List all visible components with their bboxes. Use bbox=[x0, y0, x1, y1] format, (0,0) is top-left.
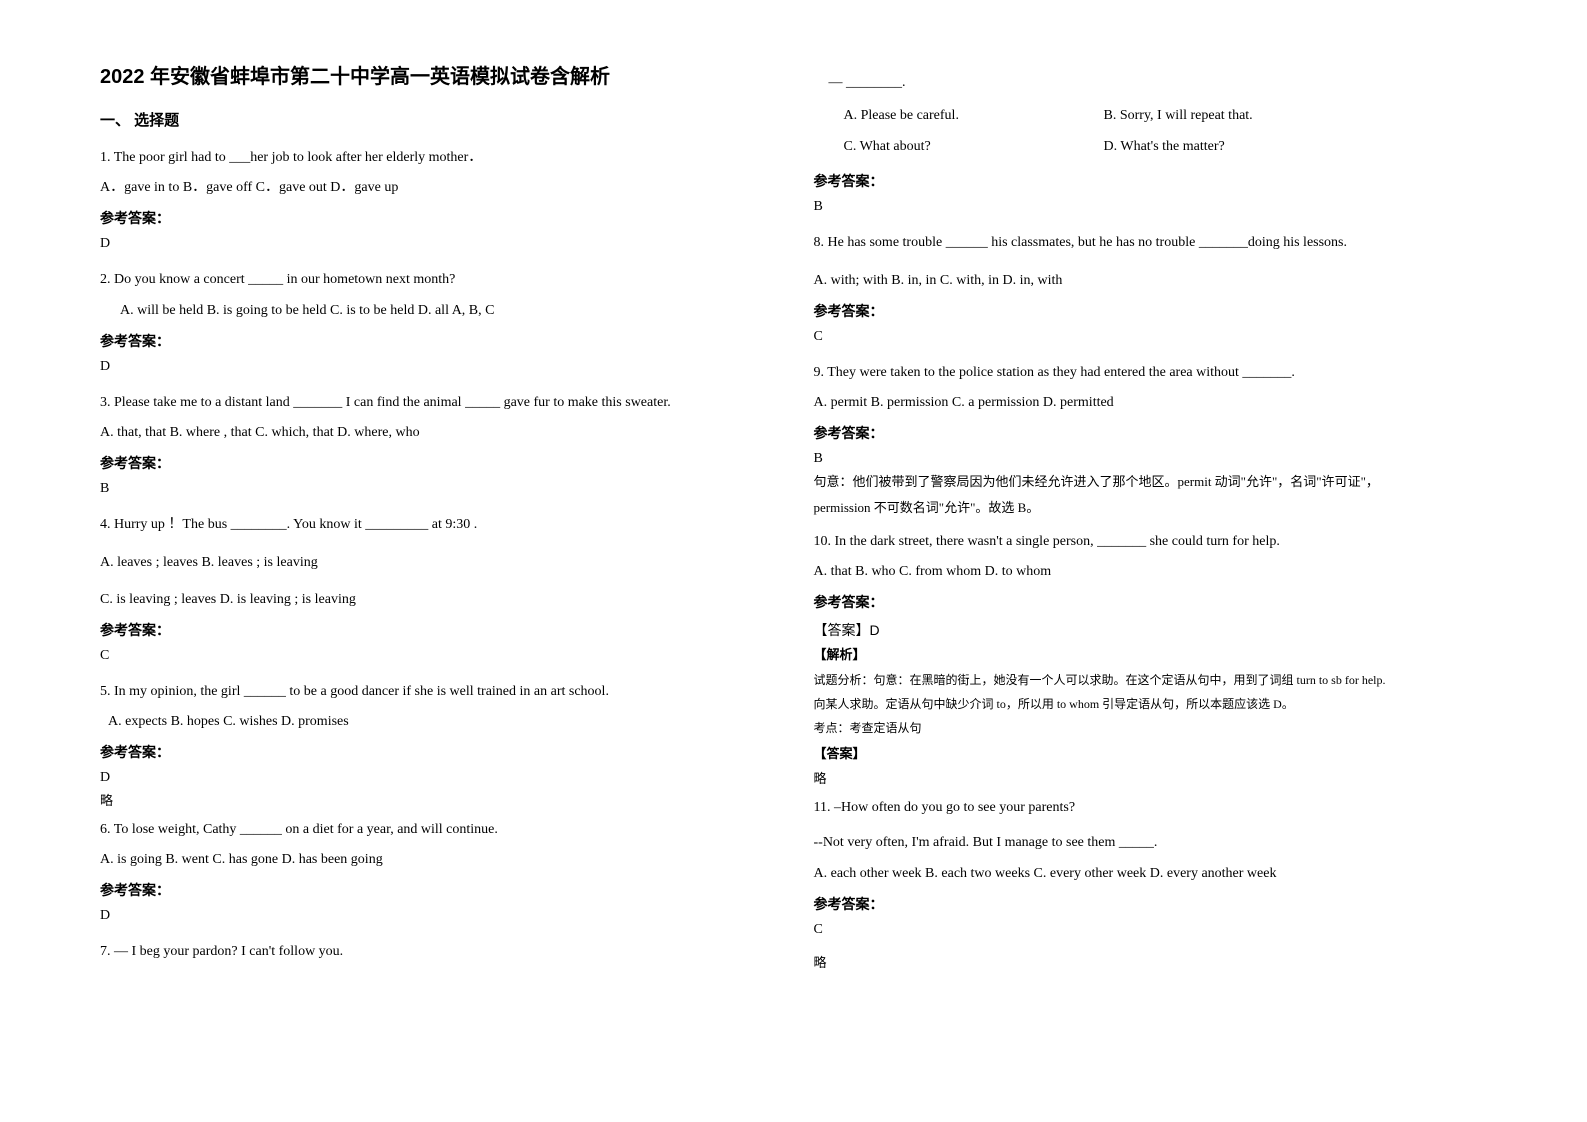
question-10-analysis-2: 向某人求助。定语从句中缺少介词 to，所以用 to whom 引导定语从句，所以… bbox=[814, 695, 1488, 714]
question-7-cont: — ________. bbox=[829, 70, 1488, 95]
question-7-option-b: B. Sorry, I will repeat that. bbox=[1104, 103, 1253, 128]
answer-label: 参考答案： bbox=[100, 453, 774, 473]
answer-label: 参考答案： bbox=[814, 592, 1488, 612]
question-2: 2. Do you know a concert _____ in our ho… bbox=[100, 267, 774, 292]
question-1-options: A．gave in to B．gave off C．gave out D．gav… bbox=[100, 175, 774, 200]
question-3-answer: B bbox=[100, 481, 774, 497]
right-column: — ________. A. Please be careful. B. Sor… bbox=[794, 60, 1508, 1082]
question-4-options-1: A. leaves ; leaves B. leaves ; is leavin… bbox=[100, 550, 774, 575]
answer-label: 参考答案： bbox=[100, 880, 774, 900]
question-7-answer: B bbox=[814, 199, 1488, 215]
question-6-options: A. is going B. went C. has gone D. has b… bbox=[100, 847, 774, 872]
question-10-analysis-3: 考点：考查定语从句 bbox=[814, 719, 1488, 738]
question-2-options: A. will be held B. is going to be held C… bbox=[120, 298, 774, 323]
question-4-options-2: C. is leaving ; leaves D. is leaving ; i… bbox=[100, 587, 774, 612]
question-3-options: A. that, that B. where , that C. which, … bbox=[100, 420, 774, 445]
question-2-answer: D bbox=[100, 359, 774, 375]
question-11-line2: --Not very often, I'm afraid. But I mana… bbox=[814, 830, 1488, 855]
question-6: 6. To lose weight, Cathy ______ on a die… bbox=[100, 817, 774, 842]
question-5-lue: 略 bbox=[100, 791, 774, 812]
question-11: 11. –How often do you go to see your par… bbox=[814, 795, 1488, 820]
answer-label: 参考答案： bbox=[100, 620, 774, 640]
question-10-analysis-1: 试题分析：句意：在黑暗的街上，她没有一个人可以求助。在这个定语从句中，用到了词组… bbox=[814, 671, 1488, 690]
question-11-options: A. each other week B. each two weeks C. … bbox=[814, 861, 1488, 886]
answer-label-cn: 【答案】 bbox=[814, 744, 1488, 765]
question-9: 9. They were taken to the police station… bbox=[814, 360, 1488, 385]
question-9-answer: B bbox=[814, 451, 1488, 467]
question-7-option-c: C. What about? bbox=[844, 134, 1104, 159]
answer-label: 参考答案： bbox=[814, 423, 1488, 443]
question-11-answer: C bbox=[814, 922, 1488, 938]
answer-label: 参考答案： bbox=[814, 894, 1488, 914]
answer-label: 参考答案： bbox=[100, 208, 774, 228]
question-9-options: A. permit B. permission C. a permission … bbox=[814, 390, 1488, 415]
question-4-answer: C bbox=[100, 648, 774, 664]
answer-label: 参考答案： bbox=[100, 742, 774, 762]
question-10: 10. In the dark street, there wasn't a s… bbox=[814, 529, 1488, 554]
question-10-answer: 【答案】D bbox=[814, 620, 1488, 640]
question-9-explanation-2: permission 不可数名词"允许"。故选 B。 bbox=[814, 498, 1488, 519]
question-6-answer: D bbox=[100, 908, 774, 924]
answer-label: 参考答案： bbox=[814, 301, 1488, 321]
question-7: 7. — I beg your pardon? I can't follow y… bbox=[100, 939, 774, 964]
question-3: 3. Please take me to a distant land ____… bbox=[100, 390, 774, 415]
question-5-answer: D bbox=[100, 770, 774, 786]
question-8-options: A. with; with B. in, in C. with, in D. i… bbox=[814, 268, 1488, 293]
question-5: 5. In my opinion, the girl ______ to be … bbox=[100, 679, 774, 704]
answer-label: 参考答案： bbox=[814, 171, 1488, 191]
section-header: 一、 选择题 bbox=[100, 109, 774, 130]
question-7-option-a: A. Please be careful. bbox=[844, 103, 1104, 128]
answer-label: 参考答案： bbox=[100, 331, 774, 351]
question-11-lue: 略 bbox=[814, 953, 1488, 974]
question-8: 8. He has some trouble ______ his classm… bbox=[814, 230, 1488, 255]
question-7-option-d: D. What's the matter? bbox=[1104, 134, 1225, 159]
question-8-answer: C bbox=[814, 329, 1488, 345]
question-10-options: A. that B. who C. from whom D. to whom bbox=[814, 559, 1488, 584]
left-column: 2022 年安徽省蚌埠市第二十中学高一英语模拟试卷含解析 一、 选择题 1. T… bbox=[80, 60, 794, 1082]
question-9-explanation-1: 句意：他们被带到了警察局因为他们未经允许进入了那个地区。permit 动词"允许… bbox=[814, 472, 1488, 493]
question-5-options: A. expects B. hopes C. wishes D. promise… bbox=[108, 709, 774, 734]
question-1: 1. The poor girl had to ___her job to lo… bbox=[100, 145, 774, 170]
question-4: 4. Hurry up ！The bus ________. You know … bbox=[100, 512, 774, 537]
document-title: 2022 年安徽省蚌埠市第二十中学高一英语模拟试卷含解析 bbox=[100, 60, 774, 89]
question-10-lue: 略 bbox=[814, 769, 1488, 790]
question-1-answer: D bbox=[100, 236, 774, 252]
analysis-label: 【解析】 bbox=[814, 645, 1488, 666]
